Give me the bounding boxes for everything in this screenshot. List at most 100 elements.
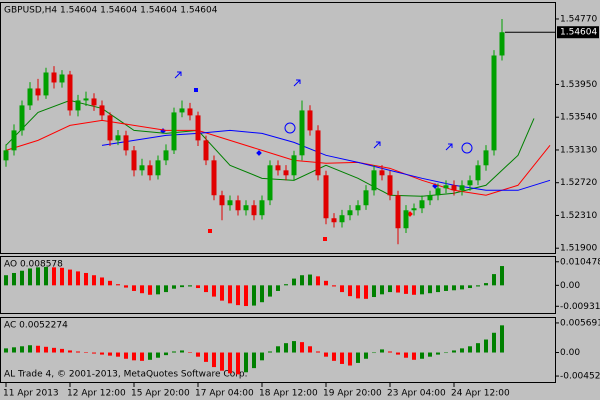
indicator-bar [180,285,184,288]
indicator-bar [100,277,104,286]
signal-arrow [293,79,301,87]
indicator-bar [20,270,24,286]
indicator-bar [68,269,72,286]
indicator-bar [196,285,200,289]
indicator-bar [172,351,176,353]
y-tick-label: -0.004526 [560,372,600,382]
indicator-bar [436,352,440,355]
candle-body [179,108,185,113]
candle-body [139,165,145,171]
candle-body [51,72,57,83]
indicator-bar [244,285,248,307]
candle-body [171,112,177,151]
signal-arrow [174,71,182,79]
indicator-bar [292,341,296,353]
indicator-bar [260,285,264,303]
y-tick-label: 0.00 [560,281,580,291]
indicator-bar [204,285,208,293]
fractal-down [407,211,413,217]
candle-body [339,215,345,223]
indicator-bar [132,285,136,291]
indicator-bar [212,352,216,368]
indicator-bar [396,352,400,355]
candle-body [275,165,281,171]
candle-body [211,160,217,196]
candle-body [107,115,113,141]
indicator-bar [492,332,496,353]
indicator-bar [252,285,256,306]
indicator-bar [468,346,472,353]
indicator-bar [76,351,80,353]
price-marker-box [557,26,599,39]
candle-body [131,150,137,171]
moving-average [101,129,551,191]
indicator-bar [428,285,432,294]
indicator-bar [124,285,128,288]
fractal-up [256,150,262,156]
indicator-bar [284,343,288,353]
indicator-bar [236,285,240,306]
candle-body [27,88,33,106]
y-tick-label: 0.010478 [560,257,600,267]
indicator-bar [268,285,272,297]
candle-body [35,88,41,96]
indicator-bar [340,285,344,293]
x-tick-label: 15 Apr 20:00 [131,389,190,399]
indicator-bar [380,285,384,295]
candle-body [419,200,425,209]
candle-body [99,105,105,116]
indicator-bar [484,283,488,286]
candle-body [403,210,409,229]
candle-body [371,170,377,191]
indicator-bar [36,345,40,353]
indicator-bar [92,275,96,286]
indicator-bar [60,348,64,353]
indicator-bar [196,352,200,357]
indicator-bar [428,352,432,357]
indicator-bar [444,352,448,354]
x-tick-label: 24 Apr 12:00 [451,389,510,399]
indicator-bar [52,347,56,353]
candle-body [355,205,361,211]
indicator-bar [220,285,224,301]
candle-body [395,195,401,229]
candle-body [499,32,505,56]
candle-body [187,108,193,116]
indicator-bar [292,278,296,286]
indicator-bar [228,352,232,374]
y-tick-label: 1.54770 [560,14,597,24]
indicator-bar [372,285,376,298]
indicator-bar [452,285,456,291]
y-tick-label: 1.52720 [560,178,597,188]
candle-body [123,135,129,151]
indicator-bar [228,285,232,304]
chart-title: GBPUSD,H4 1.54604 1.54604 1.54604 1.5460… [4,6,218,16]
y-tick-label: 1.51900 [560,244,597,254]
indicator-bar [4,348,8,353]
indicator-bar [500,266,504,286]
indicator-bar [500,325,504,353]
indicator-bar [260,352,264,361]
indicator-bar [132,352,136,361]
indicator-bar [388,285,392,293]
indicator-bar [148,352,152,360]
indicator-bar [60,267,64,286]
indicator-bar [44,346,48,353]
fractal-up [194,88,198,92]
y-tick-label: 1.53130 [560,145,597,155]
candle-body [155,160,161,176]
candle-body [379,170,385,176]
indicator-bar [348,352,352,366]
indicator-bar [476,343,480,353]
indicator-bar [212,285,216,297]
indicator-bar [20,346,24,353]
indicator-bar [308,274,312,286]
indicator-bar [84,272,88,286]
y-tick-label: 1.53950 [560,80,597,90]
indicator-bar [396,285,400,293]
indicator-bar [364,285,368,299]
main-panel-frame [0,2,556,254]
indicator-bar [412,285,416,295]
indicator-bar [156,285,160,295]
